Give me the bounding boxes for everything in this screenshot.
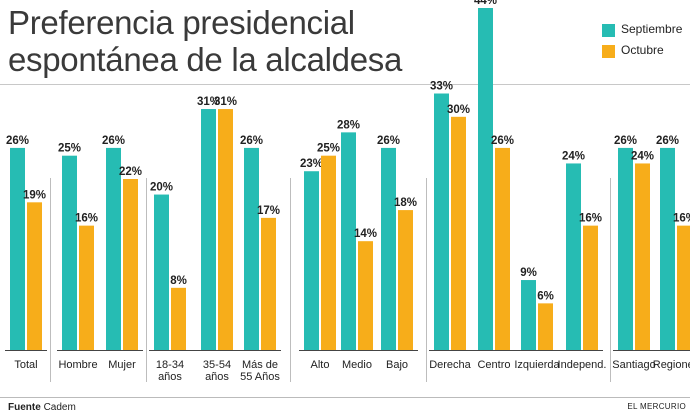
category-label-izquierda: Izquierda <box>514 359 560 371</box>
value-label-santiago-septiembre: 26% <box>614 135 637 147</box>
value-label-medio-septiembre: 28% <box>337 119 360 131</box>
bar-independ-septiembre <box>566 163 581 350</box>
value-label-mas-de-55-anos-octubre: 17% <box>257 205 280 217</box>
value-label-bajo-octubre: 18% <box>394 197 417 209</box>
bar-centro-octubre <box>495 147 510 350</box>
bar-mas-de-55-anos-octubre <box>261 217 276 350</box>
bar-mas-de-55-anos-septiembre <box>244 147 259 350</box>
legend-swatch-septiembre <box>602 24 615 37</box>
value-label-independ-septiembre: 24% <box>562 150 585 162</box>
value-label-regiones-octubre: 16% <box>673 213 690 225</box>
bar-mujer-octubre <box>123 179 138 350</box>
category-label-35-54-anos-line-2: años <box>205 371 229 383</box>
bar-35-54-anos-septiembre <box>201 109 216 350</box>
value-label-hombre-septiembre: 25% <box>58 143 81 155</box>
legend-label-septiembre: Septiembre <box>621 22 683 36</box>
value-label-35-54-anos-octubre: 31% <box>214 96 237 108</box>
category-label-derecha: Derecha <box>429 359 471 371</box>
value-label-independ-octubre: 16% <box>579 213 602 225</box>
value-label-santiago-octubre: 24% <box>631 150 654 162</box>
category-label-bajo: Bajo <box>386 359 408 371</box>
value-label-bajo-septiembre: 26% <box>377 135 400 147</box>
value-label-izquierda-octubre: 6% <box>537 290 554 302</box>
value-label-medio-octubre: 14% <box>354 228 377 240</box>
category-label-centro: Centro <box>477 359 510 371</box>
category-label-regiones: Regiones <box>653 359 690 371</box>
source-label: Fuente <box>8 402 41 413</box>
chart-title-line-1: Preferencia presidencial <box>8 4 355 41</box>
source-value: Cadem <box>43 402 76 413</box>
value-label-izquierda-septiembre: 9% <box>520 267 537 279</box>
category-label-18-34-anos-line-2: años <box>158 371 182 383</box>
bar-35-54-anos-octubre <box>218 109 233 350</box>
bar-santiago-septiembre <box>618 147 633 350</box>
bar-18-34-anos-septiembre <box>154 194 169 350</box>
category-label-18-34-anos-line-1: 18-34 <box>156 359 184 371</box>
value-label-derecha-octubre: 30% <box>447 104 470 116</box>
legend-label-octubre: Octubre <box>621 43 664 57</box>
bar-regiones-octubre <box>677 225 690 350</box>
bar-derecha-septiembre <box>434 93 449 350</box>
category-label-alto: Alto <box>311 359 330 371</box>
bar-alto-octubre <box>321 155 336 350</box>
bar-total-octubre <box>27 202 42 350</box>
bar-total-septiembre <box>10 147 25 350</box>
value-label-regiones-septiembre: 26% <box>656 135 679 147</box>
bar-bajo-septiembre <box>381 147 396 350</box>
value-label-hombre-octubre: 16% <box>75 213 98 225</box>
bar-centro-septiembre <box>478 8 493 350</box>
publisher-brand: EL MERCURIO <box>627 402 686 411</box>
legend-swatch-octubre <box>602 45 615 58</box>
chart-title-line-2: espontánea de la alcaldesa <box>8 41 403 78</box>
value-label-alto-octubre: 25% <box>317 143 340 155</box>
chart-title: Preferencia presidencial espontánea de l… <box>8 4 402 78</box>
category-label-mas-de-55-anos-line-1: Más de <box>242 359 278 371</box>
legend-item-septiembre: Septiembre <box>602 22 690 40</box>
bar-18-34-anos-octubre <box>171 287 186 350</box>
bar-independ-octubre <box>583 225 598 350</box>
bar-medio-octubre <box>358 241 373 350</box>
value-label-total-octubre: 19% <box>23 189 46 201</box>
category-label-hombre: Hombre <box>58 359 97 371</box>
footer-divider <box>0 397 690 398</box>
category-label-independ: Independ. <box>558 359 607 371</box>
category-label-medio: Medio <box>342 359 372 371</box>
value-label-35-54-anos-septiembre: 31% <box>197 96 220 108</box>
category-label-mujer: Mujer <box>108 359 136 371</box>
value-label-centro-septiembre: 44% <box>474 0 497 7</box>
value-label-total-septiembre: 26% <box>6 135 29 147</box>
bar-mujer-septiembre <box>106 147 121 350</box>
source-note: Fuente Cadem <box>8 402 76 413</box>
bar-bajo-octubre <box>398 210 413 350</box>
category-label-mas-de-55-anos-line-2: 55 Años <box>240 371 280 383</box>
category-label-santiago: Santiago <box>612 359 655 371</box>
value-label-18-34-anos-octubre: 8% <box>170 275 187 287</box>
bar-regiones-septiembre <box>660 147 675 350</box>
bar-hombre-octubre <box>79 225 94 350</box>
bar-izquierda-octubre <box>538 303 553 350</box>
bar-izquierda-septiembre <box>521 280 536 350</box>
bar-alto-septiembre <box>304 171 319 350</box>
value-label-derecha-septiembre: 33% <box>430 81 453 93</box>
bar-derecha-octubre <box>451 116 466 351</box>
value-label-mujer-octubre: 22% <box>119 166 142 178</box>
value-label-alto-septiembre: 23% <box>300 158 323 170</box>
value-label-mujer-septiembre: 26% <box>102 135 125 147</box>
category-label-35-54-anos-line-1: 35-54 <box>203 359 231 371</box>
value-label-18-34-anos-septiembre: 20% <box>150 182 173 194</box>
legend-item-octubre: Octubre <box>602 43 690 61</box>
value-label-centro-octubre: 26% <box>491 135 514 147</box>
bar-santiago-octubre <box>635 163 650 350</box>
value-label-mas-de-55-anos-septiembre: 26% <box>240 135 263 147</box>
bar-medio-septiembre <box>341 132 356 350</box>
category-label-total: Total <box>14 359 37 371</box>
bar-hombre-septiembre <box>62 155 77 350</box>
